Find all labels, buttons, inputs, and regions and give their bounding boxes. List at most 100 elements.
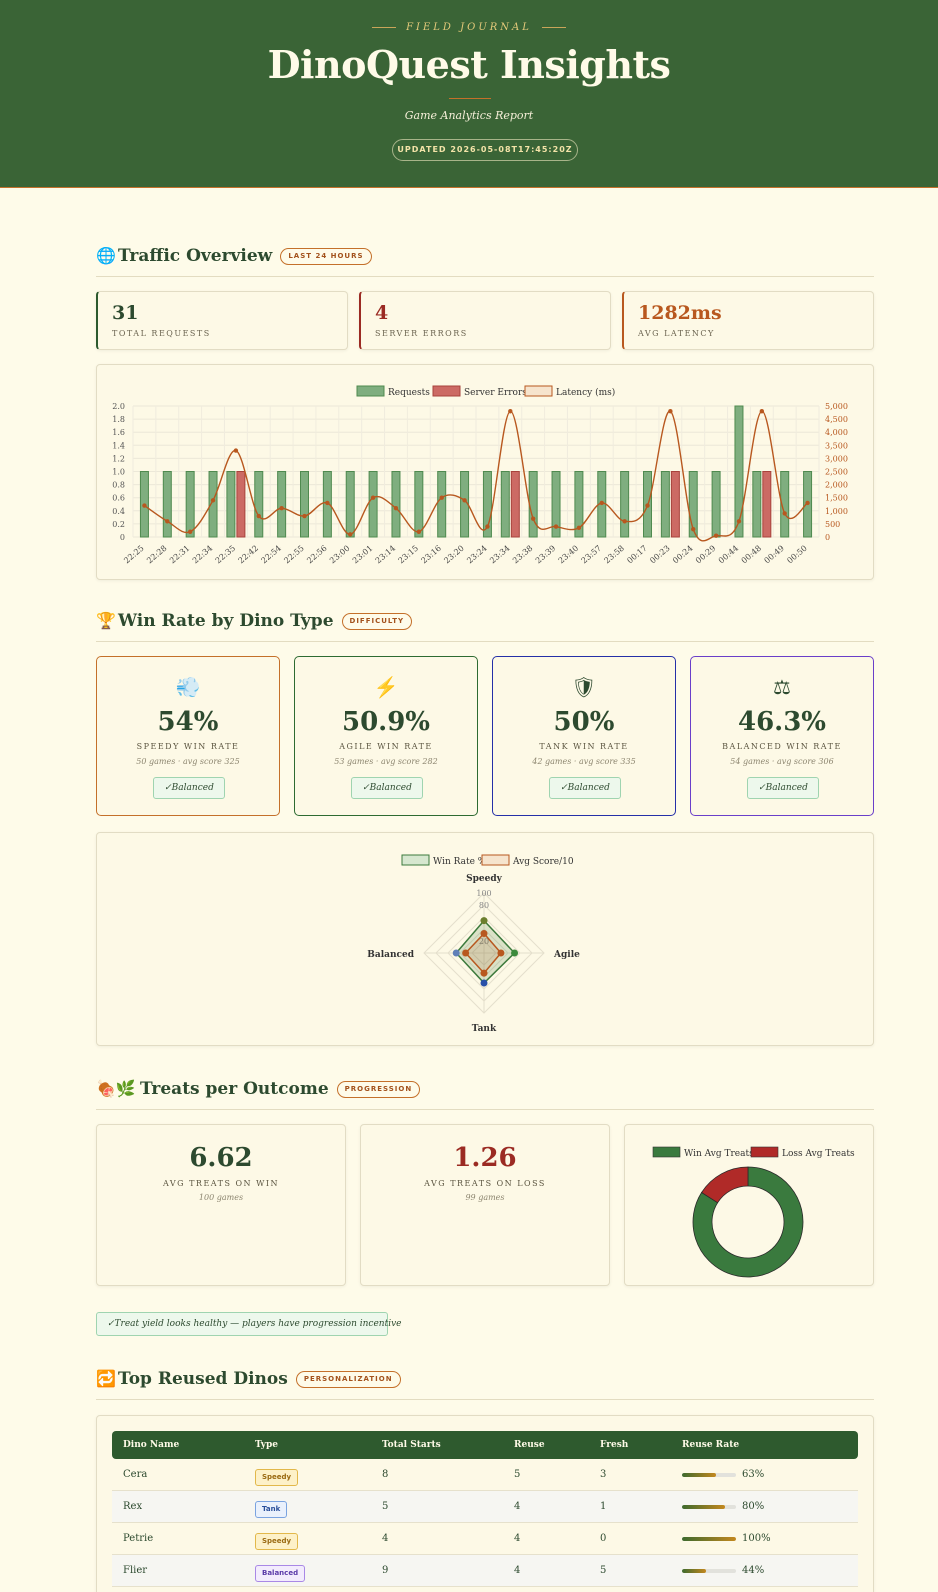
reuse-rate-bar: [682, 1505, 736, 1509]
latency-point: [622, 519, 627, 524]
latency-point: [599, 500, 604, 506]
stat-card-requests: 31 TOTAL REQUESTS: [96, 291, 348, 350]
y-tick-label: 1.0: [112, 468, 125, 477]
reuse-rate-label: 80%: [742, 1501, 765, 1512]
radar-point: [497, 949, 505, 957]
column-header: Total Starts: [382, 1440, 441, 1450]
latency-point: [691, 526, 696, 532]
requests-bar: [162, 471, 172, 538]
treats-win-card: 6.62 AVG TREATS ON WIN 100 games: [96, 1124, 346, 1286]
win-rate-meta: 53 games · avg score 282: [334, 757, 438, 766]
x-tick-label: 23:20: [442, 544, 465, 566]
page-header: FIELD JOURNAL DinoQuest Insights Game An…: [0, 0, 938, 188]
x-tick-label: 22:25: [122, 544, 145, 566]
total-starts: 8: [382, 1469, 389, 1480]
dino-card-tank: 🛡 50% TANK WIN RATE 42 games · avg score…: [492, 656, 676, 816]
radar-tick-label: 20: [479, 937, 489, 946]
column-header: Reuse: [514, 1440, 545, 1450]
latency-point: [759, 409, 765, 414]
section-badge-reuse: PERSONALIZATION: [295, 1371, 401, 1388]
legend-label: Loss Avg Treats: [782, 1149, 855, 1159]
table-header: Dino Name Type Total Starts Reuse Fresh …: [112, 1431, 858, 1459]
section-title-treats: 🍖🌿 Treats per Outcome PROGRESSION: [96, 1079, 421, 1103]
legend-swatch: [652, 1146, 681, 1158]
dino-name: Petrie: [123, 1533, 154, 1544]
latency-point: [485, 524, 490, 529]
y2-tick-label: 3,500: [825, 441, 848, 450]
requests-bar: [551, 471, 561, 538]
fresh-count: 3: [600, 1469, 607, 1480]
x-tick-label: 22:34: [191, 544, 214, 566]
stat-value: 1282ms: [638, 302, 722, 324]
requests-bar: [414, 471, 424, 538]
latency-point: [187, 529, 193, 534]
repeat-icon: 🔁: [96, 1369, 116, 1388]
total-starts: 4: [382, 1533, 389, 1544]
requests-bar: [226, 471, 236, 538]
legend-label: Avg Score/10: [512, 857, 574, 867]
radar-point: [480, 930, 488, 937]
traffic-chart: Requests Server Errors Latency (ms) 0 0.2 0.4…: [112, 385, 848, 566]
win-rate-meta: 54 games · avg score 306: [730, 757, 834, 766]
latency-point: [530, 516, 536, 521]
stat-value: 4: [375, 302, 389, 324]
x-tick-label: 23:16: [420, 544, 443, 566]
requests-bar: [482, 471, 492, 538]
y2-tick-label: 3,000: [825, 454, 848, 463]
section-title-winrate: 🏆 Win Rate by Dino Type DIFFICULTY: [96, 611, 413, 635]
win-rate-meta: 42 games · avg score 335: [532, 757, 636, 766]
latency-point: [713, 533, 719, 538]
radar-tick-label: 100: [476, 889, 491, 898]
fresh-count: 1: [600, 1501, 607, 1512]
donut-slice: [692, 1166, 804, 1278]
trophy-icon: 🏆: [96, 611, 116, 630]
stat-label: SERVER ERRORS: [375, 329, 468, 338]
x-tick-label: 23:24: [465, 544, 488, 566]
requests-bar: [711, 471, 721, 538]
dino-card-balanced: ⚖ 46.3% BALANCED WIN RATE 54 games · avg…: [690, 656, 874, 816]
latency-point: [370, 495, 376, 500]
y-tick-label: 0.6: [112, 494, 125, 503]
legend-swatch: [401, 854, 430, 866]
header-divider: [449, 98, 491, 99]
y-tick-label: 0.2: [112, 520, 125, 529]
radar-point: [511, 949, 519, 957]
balance-tag: ✓Balanced: [549, 777, 621, 799]
requests-bar: [391, 471, 401, 538]
x-tick-label: 00:23: [648, 544, 671, 566]
reuse-rate-fill: [682, 1569, 706, 1573]
radar-point: [452, 949, 460, 957]
reuse-rate-bar: [682, 1473, 736, 1477]
legend-swatch: [356, 385, 385, 397]
x-tick-label: 23:38: [511, 544, 534, 566]
win-rate-label: BALANCED WIN RATE: [722, 742, 842, 751]
x-tick-label: 00:44: [717, 544, 740, 566]
latency-point: [645, 503, 650, 508]
balance-tag: ✓Balanced: [351, 777, 423, 799]
latency-point: [233, 448, 239, 453]
treats-win-label: AVG TREATS ON WIN: [163, 1179, 279, 1188]
radar-chart-card: Win Rate % Avg Score/10 20 80 100 Speedy Agile…: [96, 832, 874, 1046]
latency-point: [210, 498, 216, 503]
scales-icon: ⚖: [773, 675, 791, 699]
reuse-rate-label: 100%: [742, 1533, 771, 1544]
x-tick-label: 23:00: [328, 544, 351, 566]
y2-tick-label: 1,000: [825, 507, 848, 516]
y-tick-label: 1.2: [112, 454, 125, 463]
win-rate-value: 46.3%: [737, 707, 827, 737]
donut-slice: [701, 1166, 749, 1204]
page-subtitle: Game Analytics Report: [404, 109, 534, 122]
errors-bar: [510, 471, 520, 538]
requests-bar: [500, 471, 510, 538]
requests-bar: [437, 471, 447, 538]
treats-loss-meta: 99 games: [465, 1193, 505, 1202]
stat-card-latency: 1282ms AVG LATENCY: [622, 291, 874, 350]
y-tick-label: 1.4: [112, 441, 125, 450]
requests-bar: [734, 405, 744, 538]
win-rate-meta: 50 games · avg score 325: [136, 757, 240, 766]
requests-bar: [254, 471, 264, 538]
latency-point: [576, 525, 582, 531]
balance-tag: ✓Balanced: [747, 777, 819, 799]
latency-point: [393, 505, 399, 511]
reuse-rate-bar: [682, 1537, 736, 1541]
